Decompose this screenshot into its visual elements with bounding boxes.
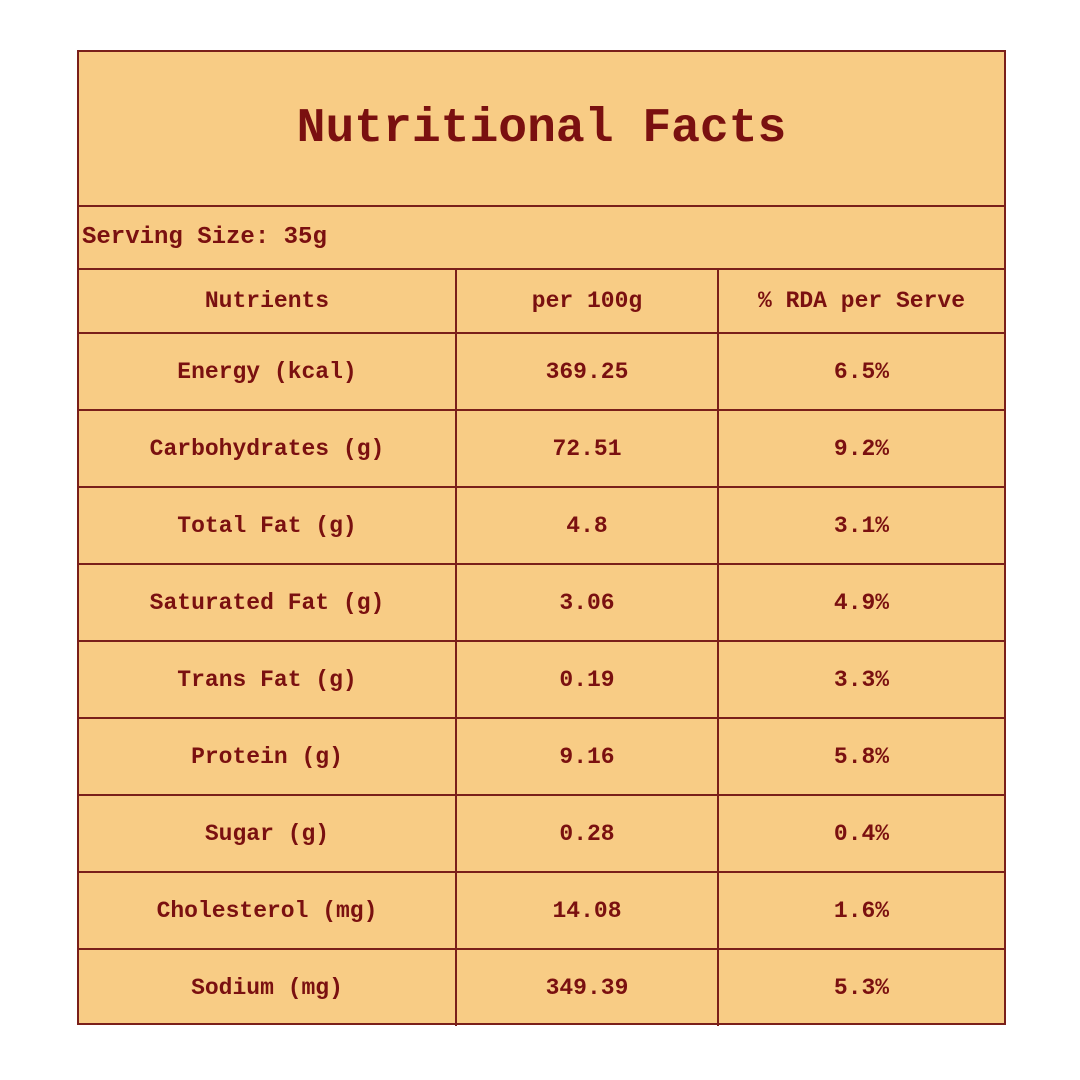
title-row: Nutritional Facts <box>79 52 1004 207</box>
nutrient-name: Sugar (g) <box>79 795 457 873</box>
table-row: Saturated Fat (g) 3.06 4.9% <box>79 564 1004 642</box>
header-rda: % RDA per Serve <box>718 270 1004 334</box>
nutrient-per-100g: 9.16 <box>456 718 719 796</box>
table-row: Total Fat (g) 4.8 3.1% <box>79 487 1004 565</box>
nutrient-per-100g: 369.25 <box>456 333 719 411</box>
nutrient-per-100g: 72.51 <box>456 410 719 488</box>
nutrient-name: Sodium (mg) <box>79 949 457 1026</box>
nutrient-rda: 3.1% <box>718 487 1004 565</box>
nutrient-per-100g: 4.8 <box>456 487 719 565</box>
table-row: Carbohydrates (g) 72.51 9.2% <box>79 410 1004 488</box>
table-row: Sodium (mg) 349.39 5.3% <box>79 949 1004 1026</box>
nutrient-rda: 4.9% <box>718 564 1004 642</box>
nutrient-rda: 5.8% <box>718 718 1004 796</box>
nutrient-name: Carbohydrates (g) <box>79 410 457 488</box>
nutrient-per-100g: 0.19 <box>456 641 719 719</box>
serving-size-row: Serving Size: 35g <box>79 207 1004 270</box>
nutrient-rda: 5.3% <box>833 975 890 1001</box>
nutrition-label: Nutritional Facts Serving Size: 35g Nutr… <box>77 50 1006 1026</box>
nutrient-per-100g: 14.08 <box>456 872 719 950</box>
nutrient-rda: 1.6% <box>718 872 1004 950</box>
nutrient-rda: 9.2% <box>718 410 1004 488</box>
nutrient-name: Cholesterol (mg) <box>79 872 457 950</box>
nutrient-rda: 6.5% <box>718 333 1004 411</box>
nutrient-per-100g: 349.39 <box>456 949 719 1026</box>
nutrient-per-100g: 3.06 <box>456 564 719 642</box>
table-row: Sugar (g) 0.28 0.4% <box>79 795 1004 873</box>
table-row: Cholesterol (mg) 14.08 1.6% <box>79 872 1004 950</box>
table-row: Protein (g) 9.16 5.8% <box>79 718 1004 796</box>
nutrient-rda: 0.4% <box>718 795 1004 873</box>
nutrient-name: Trans Fat (g) <box>79 641 457 719</box>
table-header-row: Nutrients per 100g % RDA per Serve <box>79 270 1004 334</box>
nutrient-name: Total Fat (g) <box>79 487 457 565</box>
nutrient-per-100g: 0.28 <box>456 795 719 873</box>
nutrient-name: Energy (kcal) <box>79 333 457 411</box>
header-nutrients: Nutrients <box>79 270 457 334</box>
nutrition-table: Nutrients per 100g % RDA per Serve Energ… <box>79 270 1004 1026</box>
table-row: Trans Fat (g) 0.19 3.3% <box>79 641 1004 719</box>
nutrient-rda: 3.3% <box>718 641 1004 719</box>
page-title: Nutritional Facts <box>296 101 787 156</box>
table-row: Energy (kcal) 369.25 6.5% <box>79 333 1004 411</box>
serving-size: Serving Size: 35g <box>82 224 327 251</box>
header-per-100g: per 100g <box>456 270 719 334</box>
nutrient-name: Protein (g) <box>79 718 457 796</box>
nutrient-name: Saturated Fat (g) <box>79 564 457 642</box>
